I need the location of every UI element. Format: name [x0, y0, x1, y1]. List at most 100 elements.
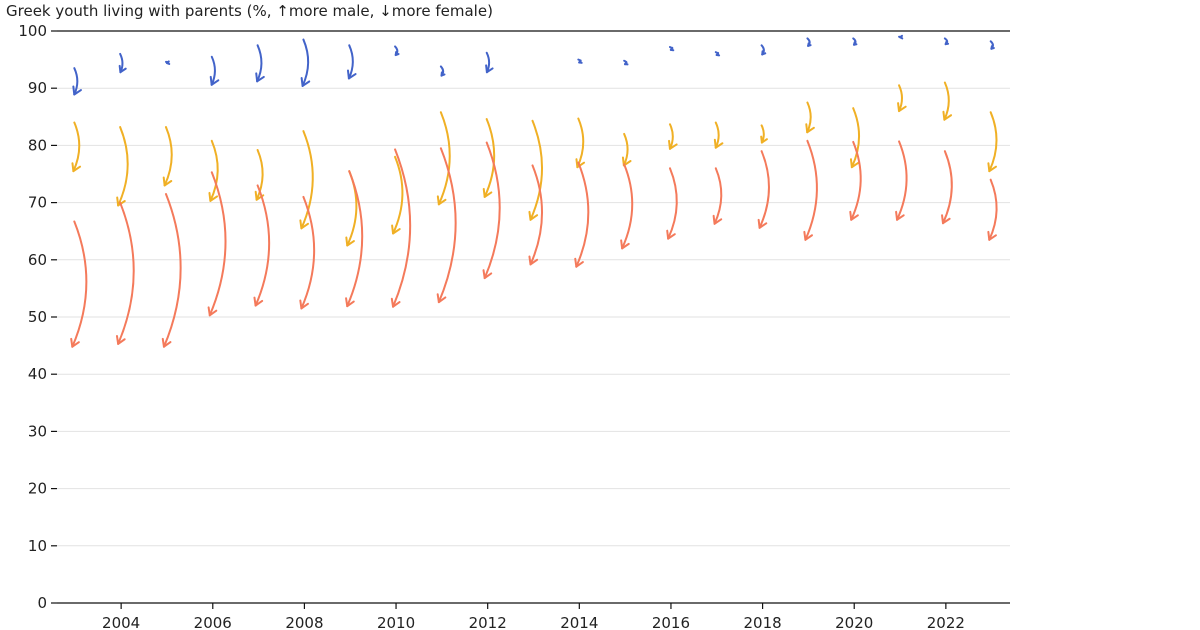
x-tick-label: 2008 [285, 614, 323, 630]
arrow-2007 [255, 148, 264, 201]
y-tick-label: 0 [37, 594, 47, 612]
arrowhead-2004 [115, 334, 126, 345]
arrow-2022 [941, 150, 953, 225]
series-2 [70, 139, 998, 348]
arrowhead-2020 [852, 41, 858, 46]
arrow-2016 [668, 123, 674, 150]
arrowhead-2010 [394, 51, 400, 57]
arrowhead-2005 [165, 60, 171, 65]
y-tick-label: 80 [28, 136, 47, 154]
arrowhead-2015 [623, 61, 629, 66]
arrowhead-2004 [116, 196, 126, 207]
arrowhead-2022 [942, 110, 953, 121]
arrow-2009 [347, 44, 354, 80]
arrowhead-2019 [807, 42, 812, 47]
arrowhead-2008 [299, 299, 309, 310]
arrow-2013 [529, 164, 544, 266]
arrowhead-2011 [440, 71, 446, 77]
arrowhead-2004 [118, 64, 127, 74]
arrow-2011 [437, 147, 457, 304]
arrowhead-2019 [803, 230, 813, 241]
arrowhead-2005 [162, 176, 173, 187]
arrowhead-2007 [253, 296, 264, 307]
arrowhead-2022 [944, 40, 950, 46]
arrow-2012 [483, 118, 496, 198]
arrowhead-2011 [436, 195, 447, 206]
arrowhead-2019 [805, 123, 815, 134]
arrowhead-2012 [485, 64, 494, 74]
arrowhead-2023 [990, 45, 995, 50]
arrowhead-2006 [207, 306, 218, 317]
arrow-2019 [806, 101, 812, 134]
arrowhead-2018 [760, 135, 768, 144]
arrowhead-2017 [713, 138, 724, 149]
arrowhead-2003 [71, 162, 82, 173]
arrow-2010 [392, 148, 412, 308]
arrow-2014 [575, 161, 590, 268]
arrow-2013 [529, 119, 544, 221]
x-tick-label: 2006 [194, 614, 232, 630]
y-tick-label: 60 [28, 251, 47, 269]
arrowhead-2017 [715, 51, 721, 57]
arrowhead-2016 [669, 46, 675, 52]
x-axis: 2004 2006 2008 2010 2012 2014 2016 2018 2020 2022 [57, 602, 1010, 630]
arrow-2011 [437, 111, 451, 206]
arrow-2003 [71, 220, 88, 348]
arrow-2006 [210, 55, 216, 86]
arrow-2017 [714, 121, 720, 149]
arrow-2009 [346, 170, 364, 308]
arrowhead-2014 [574, 257, 584, 268]
y-tick-label: 90 [28, 79, 47, 97]
arrow-2005 [163, 126, 173, 187]
arrowhead-2021 [899, 34, 904, 40]
arrowhead-2011 [436, 293, 447, 304]
arrowhead-2021 [895, 210, 905, 221]
x-tick-label: 2022 [927, 614, 965, 630]
y-tick-label: 30 [28, 422, 47, 440]
arrow-2012 [483, 141, 501, 280]
arrow-2007 [256, 44, 263, 83]
arrow-2008 [300, 130, 314, 230]
arrow-2003 [72, 121, 81, 173]
x-tick-label: 2018 [743, 614, 781, 630]
arrow-2008 [300, 195, 316, 310]
arrowhead-2003 [70, 337, 80, 348]
chart-title: Greek youth living with parents (%, ↑mor… [6, 2, 493, 20]
arrowhead-2010 [390, 297, 401, 308]
arrow-2022 [943, 81, 950, 121]
x-tick-label: 2010 [377, 614, 415, 630]
series-1 [71, 81, 998, 247]
arrow-2019 [804, 139, 818, 241]
arrow-2004 [117, 126, 129, 207]
arrowhead-2012 [482, 187, 493, 198]
x-tick-label: 2004 [102, 614, 140, 630]
arrowhead-2007 [255, 72, 265, 83]
arrowhead-2009 [345, 236, 355, 247]
arrowhead-2009 [346, 69, 357, 80]
arrowhead-2023 [987, 162, 997, 173]
arrow-2007 [254, 184, 271, 307]
arrowhead-2013 [528, 255, 539, 266]
y-tick-label: 50 [28, 308, 47, 326]
arrowhead-2008 [300, 76, 311, 87]
arrow-2014 [576, 117, 585, 169]
arrowhead-2015 [620, 239, 630, 250]
arrow-2021 [898, 84, 904, 113]
arrow-2015 [622, 132, 629, 167]
arrowhead-2022 [941, 214, 951, 225]
arrow-2016 [667, 167, 678, 240]
x-tick-label: 2016 [652, 614, 690, 630]
arrow-2017 [713, 167, 723, 225]
arrow-2008 [301, 38, 310, 87]
arrow-2020 [850, 107, 861, 169]
arrowhead-2017 [712, 214, 723, 225]
arrowhead-2016 [666, 229, 676, 240]
y-tick-label: 70 [28, 194, 47, 212]
y-tick-label: 40 [28, 365, 47, 383]
y-tick-label: 100 [18, 22, 47, 40]
arrow-2006 [208, 171, 227, 317]
arrowhead-2009 [345, 297, 355, 308]
arrow-2023 [988, 178, 998, 241]
arrowhead-2021 [897, 102, 907, 113]
